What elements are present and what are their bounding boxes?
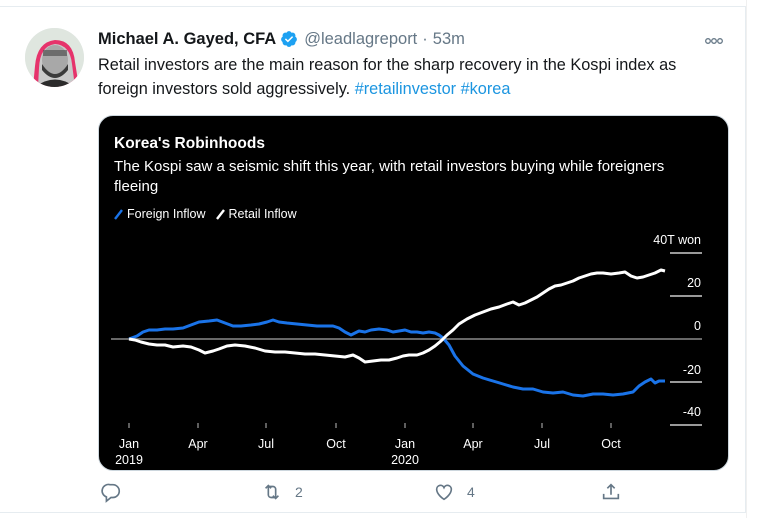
x-year-2020: 2020 bbox=[391, 453, 419, 467]
tweet-time[interactable]: 53m bbox=[432, 29, 465, 48]
y-tick-20: 20 bbox=[687, 276, 701, 290]
avatar-photo-icon bbox=[25, 28, 84, 87]
chart-image[interactable]: Korea's Robinhoods The Kospi saw a seism… bbox=[98, 115, 729, 471]
y-tick-0: 0 bbox=[694, 319, 701, 333]
foreign-inflow-line bbox=[128, 318, 665, 398]
like-count: 4 bbox=[467, 484, 475, 500]
legend-foreign-label: Foreign Inflow bbox=[127, 207, 206, 221]
hashtag-link[interactable]: #korea bbox=[460, 80, 511, 98]
y-tick-m40: -40 bbox=[683, 405, 701, 419]
verified-badge-icon bbox=[280, 30, 298, 48]
x-tick-jul-2019: Jul bbox=[258, 437, 274, 451]
retail-inflow-line bbox=[128, 268, 666, 364]
more-dots-icon[interactable] bbox=[704, 34, 724, 46]
chart-title: Korea's Robinhoods bbox=[114, 135, 265, 152]
x-tick-oct-2020: Oct bbox=[601, 437, 621, 451]
y-tick-m20: -20 bbox=[683, 363, 701, 377]
hashtag-link[interactable]: #retailinvestor bbox=[354, 80, 457, 98]
avatar[interactable] bbox=[25, 28, 84, 87]
x-tick-apr-2019: Apr bbox=[188, 437, 207, 451]
tweet-text: Retail investors are the main reason for… bbox=[98, 53, 728, 101]
x-tick-oct-2019: Oct bbox=[326, 437, 346, 451]
retweet-button[interactable]: 2 bbox=[261, 481, 303, 503]
retweet-count: 2 bbox=[295, 484, 303, 500]
chart-legend: Foreign Inflow Retail Inflow bbox=[114, 207, 303, 221]
tweet-body: Retail investors are the main reason for… bbox=[98, 56, 677, 98]
page-scrollbar[interactable] bbox=[746, 0, 760, 518]
retweet-icon bbox=[264, 484, 280, 500]
chart-subtitle: The Kospi saw a seismic shift this year,… bbox=[114, 158, 665, 195]
legend-foreign: Foreign Inflow bbox=[114, 207, 206, 221]
legend-retail: Retail Inflow bbox=[215, 207, 297, 221]
reply-button[interactable] bbox=[100, 481, 134, 503]
retail-line-swatch-icon bbox=[215, 208, 225, 220]
tweet-header: Michael A. Gayed, CFA @leadlagreport · 5… bbox=[98, 28, 465, 50]
like-button[interactable]: 4 bbox=[433, 481, 475, 503]
share-upload-icon bbox=[602, 483, 620, 500]
x-tick-apr-2020: Apr bbox=[463, 437, 482, 451]
author-handle[interactable]: @leadlagreport bbox=[304, 29, 418, 48]
separator-dot: · bbox=[422, 29, 428, 48]
reply-bubble-icon bbox=[101, 483, 121, 503]
author-name[interactable]: Michael A. Gayed, CFA bbox=[98, 29, 277, 48]
x-tick-jul-2020: Jul bbox=[534, 437, 550, 451]
y-unit-label: 40T won bbox=[653, 233, 701, 247]
foreign-line-swatch-icon bbox=[114, 208, 123, 220]
tweet-actions: 2 4 bbox=[98, 481, 638, 507]
share-button[interactable] bbox=[600, 481, 634, 503]
legend-retail-label: Retail Inflow bbox=[228, 207, 297, 221]
x-tick-jan-2020: Jan bbox=[395, 437, 415, 451]
x-year-2019: 2019 bbox=[115, 453, 143, 467]
heart-icon bbox=[435, 484, 453, 501]
x-tick-jan-2019: Jan bbox=[119, 437, 139, 451]
line-chart: 40T won 20 0 -20 -40 Jan 20 bbox=[111, 233, 702, 467]
tweet-card[interactable]: Michael A. Gayed, CFA @leadlagreport · 5… bbox=[0, 6, 746, 513]
